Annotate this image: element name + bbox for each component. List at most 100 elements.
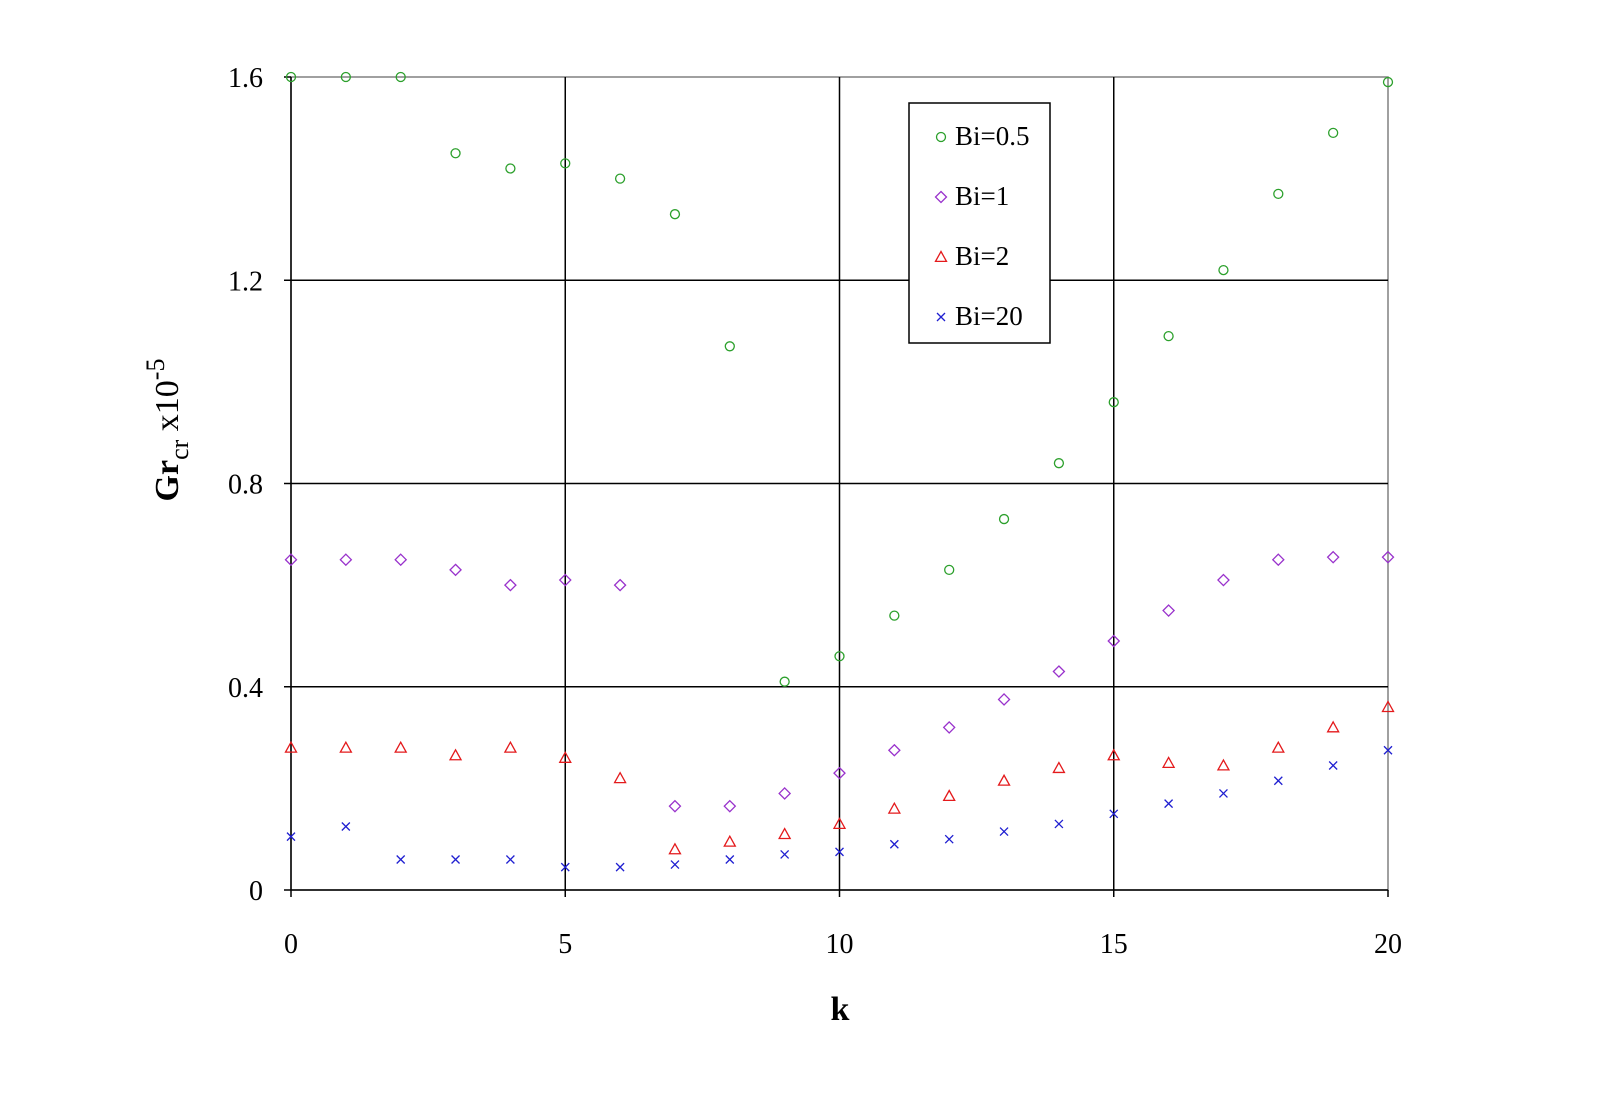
data-point bbox=[558, 573, 572, 587]
data-point bbox=[833, 766, 846, 780]
legend-box bbox=[908, 102, 1051, 344]
data-point bbox=[613, 771, 627, 784]
data-point bbox=[779, 676, 790, 687]
data-point bbox=[942, 789, 956, 802]
data-point bbox=[560, 862, 570, 872]
data-point bbox=[1383, 745, 1393, 755]
x-tick-label: 10 bbox=[826, 929, 854, 960]
data-point bbox=[1382, 76, 1394, 88]
data-point bbox=[1328, 127, 1339, 139]
x-tick-label: 15 bbox=[1100, 929, 1128, 960]
data-point bbox=[449, 563, 462, 577]
data-point bbox=[1053, 458, 1065, 469]
data-point bbox=[339, 740, 353, 753]
y-tick-label: 1.6 bbox=[228, 63, 263, 94]
x-tick-label: 0 bbox=[284, 929, 298, 960]
legend-marker bbox=[935, 131, 947, 143]
data-point bbox=[615, 862, 625, 872]
data-point bbox=[558, 751, 572, 763]
y-axis-title-suffix: x10 bbox=[149, 380, 186, 440]
x-tick-label: 20 bbox=[1374, 929, 1402, 960]
data-point bbox=[725, 855, 735, 864]
data-point bbox=[560, 158, 571, 169]
legend-label: Bi=0.5 bbox=[955, 121, 1030, 151]
data-point bbox=[395, 71, 406, 83]
data-points bbox=[284, 71, 1395, 872]
data-point bbox=[1164, 799, 1174, 809]
data-point bbox=[284, 740, 298, 753]
x-axis-title: k bbox=[831, 991, 850, 1028]
y-tick-label: 0.4 bbox=[228, 673, 263, 704]
data-point bbox=[505, 855, 515, 864]
data-point bbox=[999, 827, 1009, 837]
data-point bbox=[451, 855, 461, 864]
data-point bbox=[724, 341, 735, 352]
data-point bbox=[835, 847, 844, 857]
data-point bbox=[998, 513, 1010, 525]
data-point bbox=[1052, 665, 1066, 678]
data-point bbox=[1161, 756, 1176, 769]
data-point bbox=[450, 148, 461, 159]
legend-label: Bi=2 bbox=[955, 241, 1009, 271]
data-point bbox=[285, 71, 297, 83]
data-point bbox=[834, 651, 845, 662]
data-point bbox=[1273, 188, 1284, 200]
data-point bbox=[396, 855, 406, 864]
legend: Bi=0.5 Bi=1 Bi=2 Bi=20 bbox=[908, 102, 1051, 344]
legend-marker bbox=[934, 190, 948, 204]
data-point bbox=[1052, 761, 1066, 774]
data-point bbox=[1108, 397, 1119, 408]
data-point bbox=[284, 553, 298, 567]
grid bbox=[291, 77, 1388, 890]
data-point bbox=[1273, 776, 1283, 786]
data-point bbox=[1163, 330, 1174, 342]
data-point bbox=[1271, 740, 1285, 753]
data-point bbox=[778, 827, 792, 840]
data-point bbox=[340, 71, 352, 83]
data-point bbox=[1326, 720, 1340, 733]
legend-label: Bi=20 bbox=[955, 301, 1023, 331]
data-point bbox=[723, 799, 737, 813]
data-point bbox=[670, 860, 680, 870]
data-point bbox=[341, 822, 351, 831]
data-point bbox=[503, 740, 518, 753]
data-point bbox=[286, 832, 296, 842]
data-point bbox=[1217, 573, 1230, 587]
data-point bbox=[889, 839, 899, 849]
data-point bbox=[887, 743, 901, 757]
data-point bbox=[1218, 788, 1228, 798]
data-point bbox=[1381, 700, 1395, 713]
data-point bbox=[614, 173, 626, 184]
data-point bbox=[1326, 550, 1340, 564]
data-point bbox=[1054, 819, 1064, 829]
data-point bbox=[1381, 550, 1395, 564]
data-point bbox=[1216, 758, 1231, 771]
data-point bbox=[997, 773, 1011, 786]
data-point bbox=[394, 553, 408, 567]
data-point bbox=[339, 553, 353, 567]
data-point bbox=[668, 842, 682, 855]
x-tick-label: 5 bbox=[558, 929, 572, 960]
data-point bbox=[503, 578, 517, 592]
data-point bbox=[944, 564, 955, 576]
data-point bbox=[394, 740, 408, 753]
data-point bbox=[448, 748, 463, 761]
data-point bbox=[1218, 264, 1229, 276]
data-point bbox=[505, 163, 516, 174]
data-point bbox=[944, 834, 954, 844]
data-point bbox=[887, 801, 901, 814]
data-point bbox=[1328, 761, 1338, 770]
data-point bbox=[613, 578, 627, 592]
legend-label: Bi=1 bbox=[955, 181, 1009, 211]
legend-marker bbox=[934, 250, 948, 263]
data-point bbox=[669, 209, 681, 220]
y-axis-title-main: Gr bbox=[149, 460, 186, 502]
data-point bbox=[1162, 604, 1176, 617]
y-axis-title-subscript: cr bbox=[165, 439, 194, 460]
y-axis-title: Grcr x10-5 bbox=[141, 359, 194, 502]
tick-labels: 0 0.4 0.8 1.2 1.6 0 5 10 15 20 bbox=[228, 63, 1402, 960]
data-point bbox=[780, 849, 790, 859]
data-point bbox=[778, 787, 792, 800]
data-point bbox=[997, 693, 1011, 706]
